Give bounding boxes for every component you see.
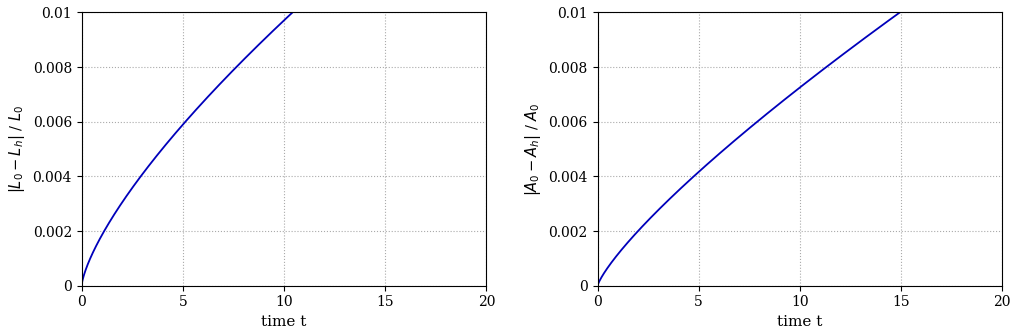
- X-axis label: time t: time t: [262, 315, 306, 329]
- Y-axis label: $|L_0 - L_h|$ / $L_0$: $|L_0 - L_h|$ / $L_0$: [7, 105, 26, 193]
- Y-axis label: $|A_0 - A_h|$ / $A_0$: $|A_0 - A_h|$ / $A_0$: [523, 102, 543, 196]
- X-axis label: time t: time t: [777, 315, 823, 329]
